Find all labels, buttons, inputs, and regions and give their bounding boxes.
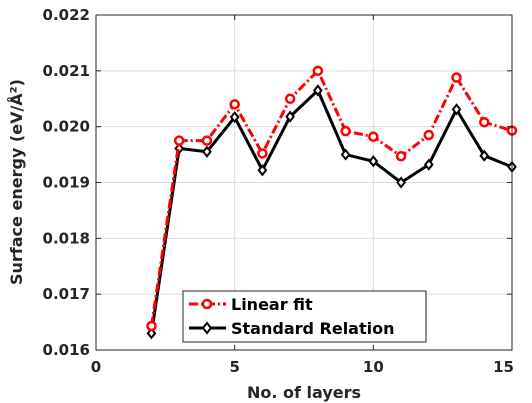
data-point-standard-relation <box>202 145 212 158</box>
y-tick-label: 0.017 <box>43 285 90 303</box>
data-point-standard-relation <box>368 155 379 168</box>
x-tick-label: 15 <box>493 358 514 376</box>
y-tick-label: 0.021 <box>43 62 90 80</box>
legend: Linear fit Standard Relation <box>182 290 427 343</box>
y-tick-label: 0.018 <box>43 229 90 247</box>
data-point-standard-relation <box>257 164 268 177</box>
data-point-linear-fit <box>201 135 213 146</box>
data-point-linear-fit <box>146 320 157 332</box>
data-point-standard-relation <box>285 110 296 123</box>
data-point-linear-fit <box>395 151 407 162</box>
y-tick-label: 0.016 <box>43 341 90 359</box>
x-tick-label: 10 <box>363 358 384 376</box>
data-point-standard-relation <box>146 327 157 340</box>
data-point-linear-fit <box>284 93 296 104</box>
x-tick-label: 5 <box>229 358 239 376</box>
series-standard-relation <box>146 84 517 340</box>
data-point-standard-relation <box>451 103 462 116</box>
data-point-standard-relation <box>479 149 490 162</box>
legend-standard-relation-label: Standard Relation <box>231 319 395 338</box>
data-point-standard-relation <box>340 148 351 161</box>
series-line-standard-relation <box>150 88 513 334</box>
ticks: 0 5 10 15 0.016 0.017 0.018 0.019 0.020 0.021 0.02… <box>43 6 514 376</box>
data-point-linear-fit <box>173 135 185 146</box>
data-point-standard-relation <box>396 176 406 189</box>
series-linear-fit <box>146 65 518 332</box>
data-point-linear-fit <box>340 125 351 137</box>
data-point-standard-relation <box>229 111 240 124</box>
data-point-linear-fit <box>451 72 462 83</box>
legend-box <box>182 290 427 343</box>
data-point-linear-fit <box>257 148 268 159</box>
data-point-linear-fit <box>368 131 379 142</box>
y-axis-label: Surface energy (eV/Å²) <box>7 79 26 285</box>
y-tick-label: 0.022 <box>43 6 90 24</box>
legend-standard-relation-marker <box>201 321 213 335</box>
y-tick-label: 0.020 <box>43 118 90 136</box>
series-layer <box>146 65 518 340</box>
data-point-standard-relation <box>423 158 434 171</box>
data-point-standard-relation <box>312 84 323 97</box>
data-point-linear-fit <box>479 116 490 128</box>
y-tick-label: 0.019 <box>43 174 90 192</box>
data-point-linear-fit <box>229 99 240 110</box>
data-point-linear-fit <box>423 129 435 141</box>
data-point-linear-fit <box>312 65 324 77</box>
x-tick-label: 0 <box>91 358 101 376</box>
series-line-linear-fit <box>150 69 513 327</box>
x-axis-label: No. of layers <box>247 383 361 402</box>
legend-linear-fit-marker <box>201 298 213 310</box>
legend-linear-fit-label: Linear fit <box>231 295 313 314</box>
